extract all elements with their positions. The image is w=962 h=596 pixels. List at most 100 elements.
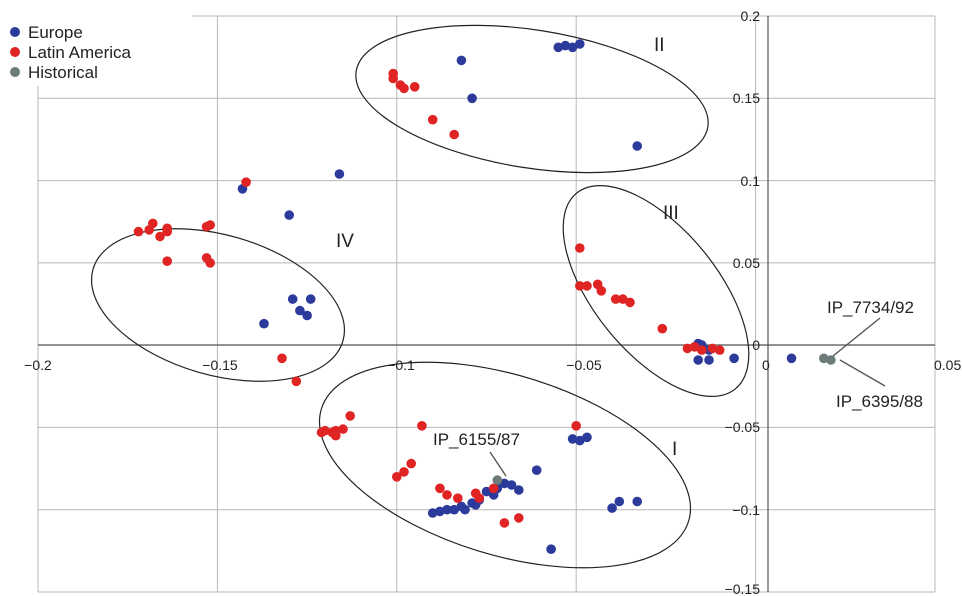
data-point-latin-america — [291, 376, 302, 387]
data-point-europe — [514, 485, 524, 495]
grid — [37, 15, 936, 593]
legend-marker-historical — [10, 67, 20, 77]
x-tick-labels: −0.2 −0.15 −0.1 −0.05 0 0.05 — [24, 357, 961, 373]
cluster-label-iv: IV — [336, 231, 354, 252]
data-point-latin-america — [316, 427, 327, 438]
y-tick-label: −0.1 — [732, 502, 760, 518]
data-point-latin-america — [575, 243, 585, 253]
x-tick-label: −0.15 — [202, 357, 238, 373]
point-label-ip-7734-92: IP_7734/92 — [827, 298, 914, 317]
data-point-europe — [295, 305, 305, 316]
data-point-latin-america — [499, 518, 510, 528]
data-point-latin-america — [392, 472, 402, 482]
data-point-latin-america — [582, 281, 592, 291]
cluster-ellipses — [90, 24, 750, 569]
data-point-europe — [259, 318, 269, 329]
legend-background — [2, 14, 192, 86]
data-points — [133, 39, 836, 554]
y-tick-label: −0.05 — [725, 419, 761, 435]
data-point-europe — [435, 506, 445, 517]
data-point-latin-america — [618, 294, 628, 304]
data-point-latin-america — [205, 258, 215, 268]
data-point-europe — [786, 353, 797, 364]
data-point-latin-america — [625, 297, 635, 308]
data-point-latin-america — [449, 129, 460, 140]
y-tick-label: 0.15 — [733, 90, 760, 106]
data-point-latin-america — [689, 342, 700, 352]
data-point-europe — [704, 355, 714, 365]
data-point-latin-america — [682, 343, 693, 354]
y-tick-label: 0.05 — [733, 255, 760, 271]
data-point-europe — [632, 141, 642, 151]
data-point-europe — [287, 294, 298, 304]
data-point-latin-america — [345, 411, 356, 421]
data-point-latin-america — [399, 467, 409, 477]
data-point-latin-america — [474, 493, 485, 504]
data-point-latin-america — [162, 256, 172, 267]
data-point-europe — [467, 93, 477, 104]
data-point-europe — [729, 353, 739, 364]
data-point-europe — [449, 504, 460, 515]
point-label-ip-6155-87: IP_6155/87 — [433, 430, 520, 449]
data-point-latin-america — [155, 231, 165, 242]
data-point-historical — [826, 355, 836, 365]
data-point-latin-america — [148, 218, 158, 229]
data-point-latin-america — [399, 83, 409, 94]
data-point-europe — [632, 496, 642, 507]
cluster-label-ii: II — [654, 35, 665, 56]
data-point-latin-america — [162, 223, 172, 234]
legend-marker-europe — [10, 27, 20, 37]
data-point-latin-america — [514, 513, 524, 523]
data-point-europe — [481, 486, 492, 497]
data-point-europe — [614, 496, 625, 507]
data-point-latin-america — [571, 421, 581, 431]
annotation-leader-line — [839, 359, 886, 387]
y-tick-labels: 0.2 0.15 0.1 0.05 0 −0.05 −0.1 −0.15 — [725, 8, 761, 596]
legend-marker-latin-america — [10, 47, 20, 57]
data-point-latin-america — [442, 490, 452, 500]
annotation-leader-line — [832, 317, 881, 357]
data-point-latin-america — [417, 421, 427, 431]
legend-label-latin-america: Latin America — [28, 43, 132, 62]
data-point-latin-america — [707, 343, 718, 354]
data-point-europe — [506, 480, 517, 490]
legend-label-historical: Historical — [28, 63, 98, 82]
x-tick-label: −0.1 — [387, 357, 415, 373]
data-point-latin-america — [714, 345, 725, 355]
data-point-latin-america — [453, 493, 463, 504]
data-point-europe — [334, 169, 345, 179]
data-point-latin-america — [409, 82, 420, 92]
y-tick-label: 0.2 — [741, 8, 761, 24]
data-point-latin-america — [133, 226, 144, 237]
data-point-europe — [693, 355, 703, 365]
data-point-latin-america — [205, 220, 215, 230]
data-point-europe — [567, 434, 578, 444]
legend: Europe Latin America Historical — [2, 14, 192, 86]
point-label-ip-6395-88: IP_6395/88 — [836, 392, 923, 411]
data-point-europe — [460, 504, 470, 515]
data-point-latin-america — [331, 430, 341, 441]
data-point-europe — [567, 42, 578, 53]
data-point-latin-america — [406, 458, 417, 469]
data-point-latin-america — [575, 281, 585, 291]
cluster-ellipse-iii — [562, 184, 750, 398]
data-point-europe — [575, 39, 585, 49]
data-point-europe — [531, 465, 542, 476]
y-tick-label: 0 — [752, 337, 760, 353]
cluster-label-iii: III — [663, 203, 679, 224]
legend-label-europe: Europe — [28, 23, 83, 42]
data-point-europe — [427, 508, 438, 518]
data-point-latin-america — [338, 424, 348, 434]
data-point-latin-america — [241, 177, 251, 187]
y-tick-label: 0.1 — [741, 173, 761, 189]
x-tick-label: −0.2 — [24, 357, 52, 373]
x-tick-label: −0.05 — [566, 357, 602, 373]
data-point-latin-america — [388, 73, 399, 84]
data-point-latin-america — [596, 286, 607, 296]
cluster-label-i: I — [672, 439, 677, 460]
x-tick-label: 0 — [762, 357, 770, 373]
data-point-europe — [560, 40, 571, 51]
data-point-historical — [492, 475, 503, 485]
data-point-europe — [488, 490, 499, 500]
data-point-latin-america — [657, 323, 668, 334]
